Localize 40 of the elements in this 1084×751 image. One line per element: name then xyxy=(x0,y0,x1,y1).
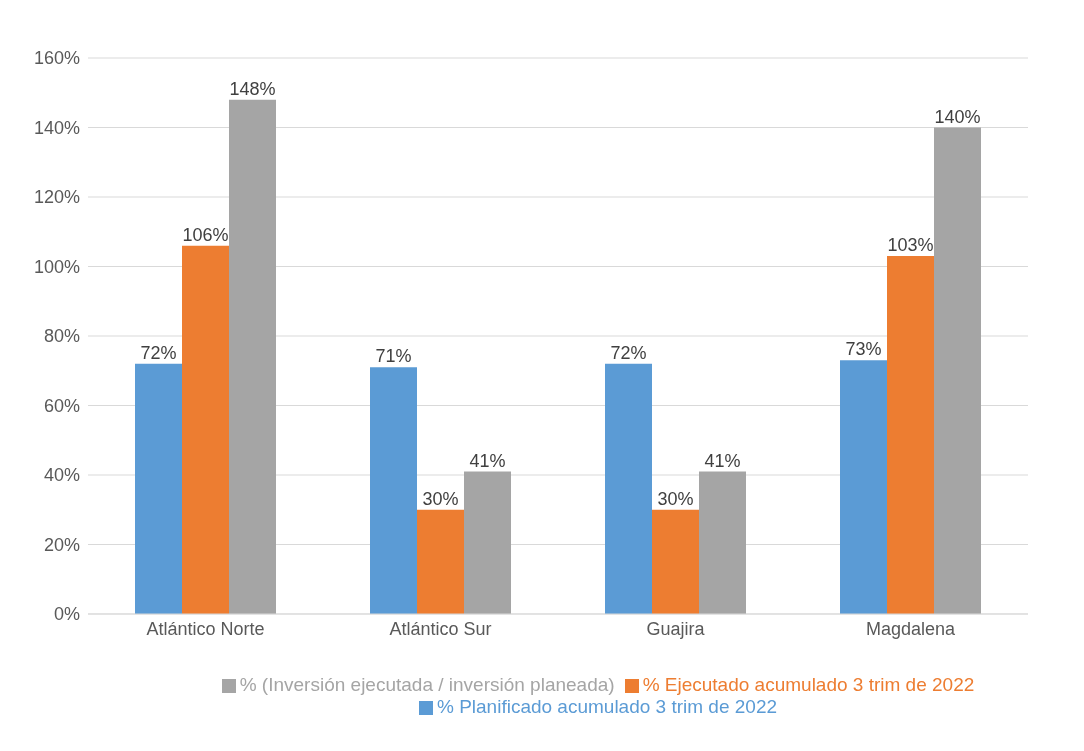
y-tick-label: 140% xyxy=(33,117,80,138)
data-label: 140% xyxy=(934,106,981,127)
data-label: 73% xyxy=(845,339,882,360)
legend-label: % Ejecutado acumulado 3 trim de 2022 xyxy=(642,674,975,695)
bar xyxy=(699,471,746,614)
data-label: 106% xyxy=(182,224,229,245)
y-tick-label: 100% xyxy=(33,256,80,277)
bar xyxy=(605,363,652,614)
bar xyxy=(934,127,981,614)
data-label: 72% xyxy=(610,342,647,363)
data-label: 41% xyxy=(704,450,741,471)
bar xyxy=(229,99,276,614)
x-tick-label: Atlántico Norte xyxy=(146,618,265,639)
data-label: 71% xyxy=(375,346,412,367)
x-tick-label: Atlántico Sur xyxy=(389,618,492,639)
data-label: 103% xyxy=(887,235,934,256)
bar xyxy=(464,471,511,614)
y-tick-label: 120% xyxy=(33,187,80,208)
x-tick-label: Magdalena xyxy=(865,618,957,639)
y-tick-label: 20% xyxy=(43,534,80,555)
data-label: 41% xyxy=(469,450,506,471)
x-tick-label: Guajira xyxy=(646,618,706,639)
y-tick-label: 160% xyxy=(33,48,80,69)
data-label: 72% xyxy=(140,342,177,363)
bar xyxy=(182,245,229,614)
y-tick-label: 40% xyxy=(43,465,80,486)
y-tick-label: 80% xyxy=(43,326,80,347)
data-label: 148% xyxy=(229,78,276,99)
data-label: 30% xyxy=(422,488,459,509)
y-tick-label: 60% xyxy=(43,395,80,416)
bar xyxy=(652,509,699,614)
bar xyxy=(417,509,464,614)
bar xyxy=(135,363,182,614)
bar xyxy=(370,367,417,614)
legend-label: % Planificado acumulado 3 trim de 2022 xyxy=(436,696,778,717)
bar xyxy=(887,256,934,614)
y-tick-label: 0% xyxy=(53,604,80,625)
legend-label: % (Inversión ejecutada / inversión planeada) xyxy=(239,674,615,695)
bar xyxy=(840,360,887,614)
data-label: 30% xyxy=(657,488,694,509)
